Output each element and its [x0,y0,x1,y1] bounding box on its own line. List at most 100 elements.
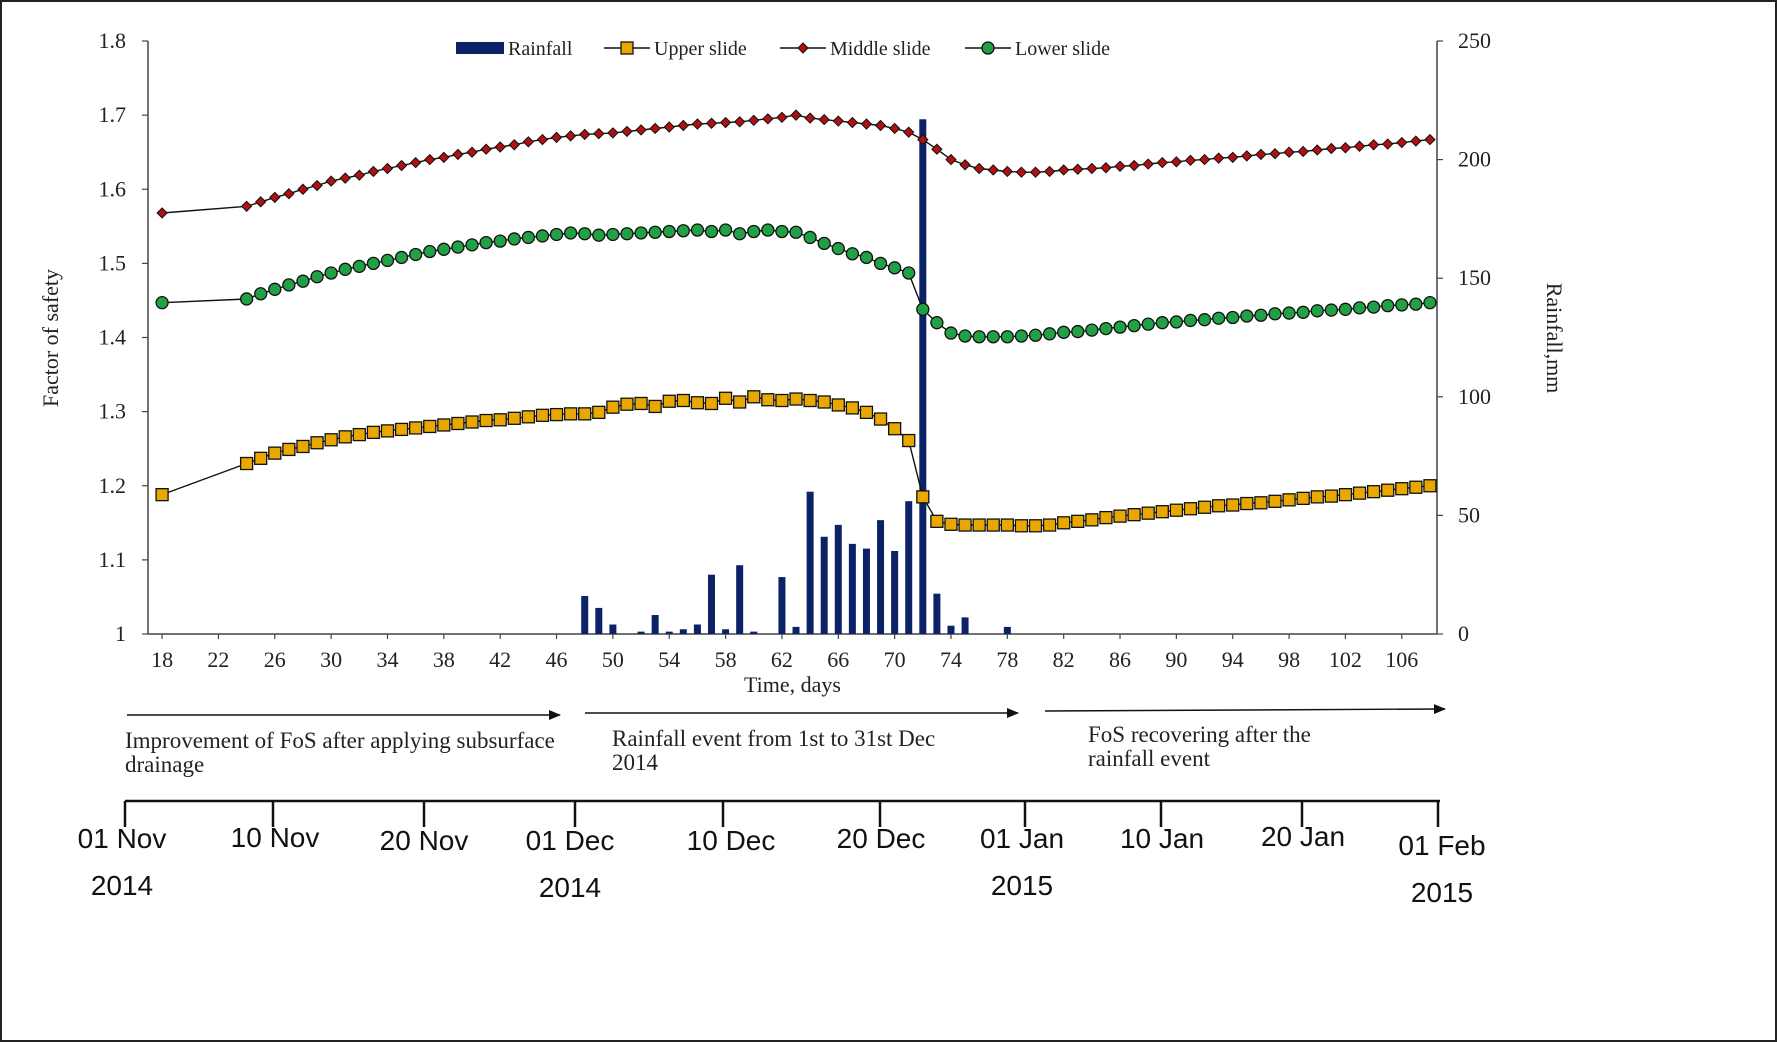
data-point [310,436,324,450]
x-tick-label: 18 [151,647,173,672]
data-point [254,196,267,208]
data-point [859,405,874,420]
rainfall-bars [581,119,1011,634]
data-point [1283,146,1295,158]
data-point [155,296,169,310]
data-point [1296,305,1310,319]
data-point [1141,506,1155,520]
data-point [593,127,605,140]
data-point [1014,519,1029,533]
y-tick-label: 1.6 [99,176,127,201]
data-point [887,261,902,275]
data-point [366,425,381,440]
legend-marker [981,41,995,55]
data-point [958,329,972,343]
legend: Rainfall Upper slide Middle slide Lower sli… [456,38,1110,60]
data-point [522,136,535,148]
timeline-label: 2014 [91,870,153,901]
data-point [352,427,366,442]
x-tick-label: 26 [264,647,286,672]
data-point [944,326,958,340]
rainfall-bar [609,624,617,634]
timeline-label: 01 Nov [78,823,167,854]
data-point [775,393,789,408]
data-point [1324,303,1338,317]
legend-label: Middle slide [830,38,931,60]
data-point [873,412,888,426]
data-point [367,165,380,178]
data-point [1254,308,1268,322]
data-point [887,422,902,436]
data-point [845,401,860,415]
date-timeline: 01 Nov 2014 10 Nov 20 Nov 01 Dec 2014 10 Dec 20… [78,799,1486,908]
data-point [1211,499,1226,513]
series-upper-slide [155,390,1437,533]
data-point [831,398,845,412]
y-tick-label: 1 [115,621,126,646]
data-point [1366,485,1381,499]
data-point [1240,309,1254,323]
data-point [930,316,944,330]
data-point [156,207,168,219]
data-point [1339,142,1352,154]
data-point [959,159,971,171]
data-point [663,121,675,133]
data-point [1170,156,1183,168]
data-point [620,227,634,241]
data-point [324,266,338,280]
data-point [817,236,831,251]
data-point [479,413,493,428]
data-point [1409,480,1423,494]
data-point [1395,298,1409,312]
data-point [1227,151,1239,164]
data-point [1001,165,1014,178]
data-point [1255,148,1267,161]
x-tick-label: 94 [1222,647,1244,672]
data-point [874,119,887,132]
data-point [282,278,296,292]
x-tick-label: 58 [715,647,737,672]
data-point [1183,313,1198,328]
data-point [846,116,859,129]
rainfall-bar [581,596,589,634]
rainfall-bar [637,631,645,634]
y-tick-label: 1.4 [99,325,127,350]
data-point [424,153,436,166]
data-point [579,128,591,141]
data-point [718,391,733,405]
data-point [437,242,451,256]
data-point [958,518,972,532]
timeline-label: 10 Dec [687,825,776,856]
y2-tick-label: 200 [1458,147,1491,172]
x-tick-label: 22 [207,647,229,672]
data-point [1226,498,1240,512]
rainfall-bar [595,607,603,634]
x-tick-label: 102 [1329,647,1362,672]
data-point [508,139,520,151]
data-point [452,148,464,161]
data-point [733,227,747,241]
data-point [888,122,901,135]
data-point [1057,516,1071,530]
data-point [1141,317,1155,331]
rainfall-bar [792,626,800,634]
data-point [762,113,774,125]
data-point [324,433,338,447]
data-point [986,330,1000,344]
data-point [648,399,662,414]
data-point [1268,307,1282,321]
data-point [931,143,943,155]
data-point [1072,163,1084,175]
rainfall-bar [736,565,744,634]
timeline-label: 10 Jan [1120,823,1204,854]
data-point [831,241,845,256]
data-point [677,119,690,132]
timeline-label: 01 Dec [526,825,615,856]
data-point [592,228,606,242]
data-point [1353,140,1366,152]
data-point [747,224,761,239]
data-point [1042,327,1057,341]
data-point [902,433,916,448]
data-point [1015,166,1028,178]
x-tick-label: 62 [771,647,793,672]
